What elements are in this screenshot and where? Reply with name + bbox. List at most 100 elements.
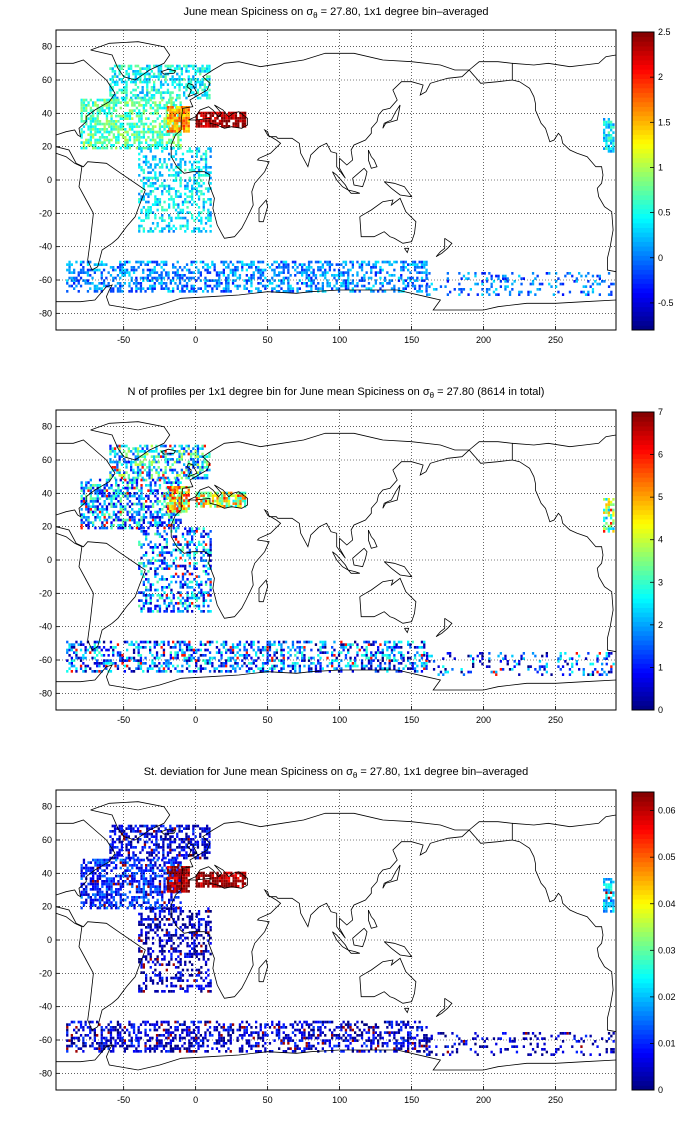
colorbar-step bbox=[632, 129, 654, 135]
colorbar-step bbox=[632, 73, 654, 79]
data-cell bbox=[221, 119, 224, 123]
data-cell bbox=[197, 176, 201, 180]
data-cell bbox=[169, 458, 172, 461]
data-cell bbox=[138, 120, 141, 123]
data-cell bbox=[139, 260, 143, 264]
data-cell bbox=[118, 458, 121, 461]
data-cell bbox=[176, 116, 179, 120]
data-cell bbox=[163, 179, 166, 182]
data-cell bbox=[439, 285, 443, 288]
data-cell bbox=[273, 279, 276, 282]
data-cell bbox=[85, 516, 88, 519]
data-cell bbox=[423, 654, 426, 657]
data-cell bbox=[121, 654, 124, 657]
data-cell bbox=[119, 526, 122, 530]
data-cell bbox=[128, 136, 132, 139]
data-cell bbox=[241, 125, 244, 128]
data-cell bbox=[183, 507, 186, 510]
data-cell bbox=[310, 640, 313, 644]
data-cell bbox=[386, 271, 389, 274]
data-cell bbox=[140, 492, 143, 495]
data-cell bbox=[101, 128, 104, 131]
data-cell bbox=[248, 290, 251, 293]
data-cell bbox=[176, 111, 179, 114]
data-cell bbox=[66, 290, 69, 293]
data-cells bbox=[66, 444, 615, 676]
data-cell bbox=[142, 206, 145, 209]
data-cell bbox=[171, 452, 174, 456]
data-cell bbox=[188, 160, 191, 164]
data-cell bbox=[158, 158, 162, 161]
data-cell bbox=[98, 640, 101, 644]
data-cell bbox=[156, 200, 159, 204]
data-cell bbox=[291, 667, 295, 670]
data-cell bbox=[151, 133, 155, 136]
data-cell bbox=[150, 88, 153, 92]
data-cell bbox=[142, 271, 145, 274]
data-cell bbox=[156, 546, 159, 549]
data-cell bbox=[209, 554, 212, 557]
data-cell bbox=[142, 98, 145, 102]
data-cell bbox=[284, 263, 288, 266]
data-cell bbox=[138, 133, 141, 136]
data-cell bbox=[202, 554, 205, 557]
data-cell bbox=[156, 133, 159, 136]
data-cell bbox=[126, 112, 129, 115]
data-cell bbox=[116, 471, 119, 474]
data-cell bbox=[209, 219, 212, 222]
data-cell bbox=[367, 643, 371, 646]
data-cell bbox=[370, 271, 373, 274]
data-cell bbox=[222, 290, 225, 293]
data-cell bbox=[176, 458, 179, 461]
data-cell bbox=[347, 664, 350, 668]
data-cell bbox=[460, 668, 463, 671]
coastlines bbox=[55, 41, 617, 311]
data-cell bbox=[326, 263, 329, 266]
data-cell bbox=[151, 502, 155, 506]
data-cell bbox=[363, 664, 366, 668]
data-cell bbox=[174, 174, 178, 177]
data-cell bbox=[142, 230, 145, 233]
data-cell bbox=[184, 200, 187, 204]
data-cell bbox=[146, 64, 149, 68]
data-cell bbox=[206, 659, 209, 662]
data-cell bbox=[580, 290, 583, 294]
data-cell bbox=[402, 282, 405, 285]
data-cell bbox=[130, 64, 133, 68]
data-cell bbox=[227, 276, 230, 280]
data-cell bbox=[93, 268, 96, 272]
data-cell bbox=[80, 120, 83, 123]
data-cell bbox=[128, 112, 132, 115]
data-cell bbox=[404, 664, 407, 668]
data-cell bbox=[199, 670, 202, 673]
data-cell bbox=[275, 651, 278, 654]
data-cell bbox=[94, 497, 97, 500]
data-cell bbox=[499, 280, 502, 283]
data-cell bbox=[73, 276, 76, 280]
data-cell bbox=[166, 130, 170, 133]
data-cell bbox=[177, 610, 180, 613]
data-cell bbox=[225, 491, 228, 495]
data-cell bbox=[109, 450, 112, 453]
title-suffix: = 27.80, 1x1 degree bin–averaged bbox=[317, 6, 489, 18]
data-cell bbox=[109, 67, 112, 70]
data-cell bbox=[163, 591, 166, 594]
data-cell bbox=[112, 276, 115, 280]
data-cell bbox=[188, 548, 191, 552]
data-cell bbox=[177, 518, 180, 522]
data-cell bbox=[178, 106, 181, 109]
data-cell bbox=[178, 452, 181, 456]
data-cell bbox=[80, 513, 83, 516]
data-cell bbox=[188, 554, 191, 557]
data-cell bbox=[148, 450, 151, 453]
data-cell bbox=[244, 499, 247, 503]
data-cell bbox=[179, 104, 182, 107]
data-cell bbox=[257, 266, 260, 269]
data-cell bbox=[124, 128, 127, 131]
data-cell bbox=[413, 279, 417, 282]
data-cell bbox=[187, 460, 190, 464]
data-cell bbox=[259, 282, 262, 285]
data-cell bbox=[158, 106, 162, 110]
data-cell bbox=[531, 282, 535, 286]
data-cell bbox=[354, 664, 357, 668]
